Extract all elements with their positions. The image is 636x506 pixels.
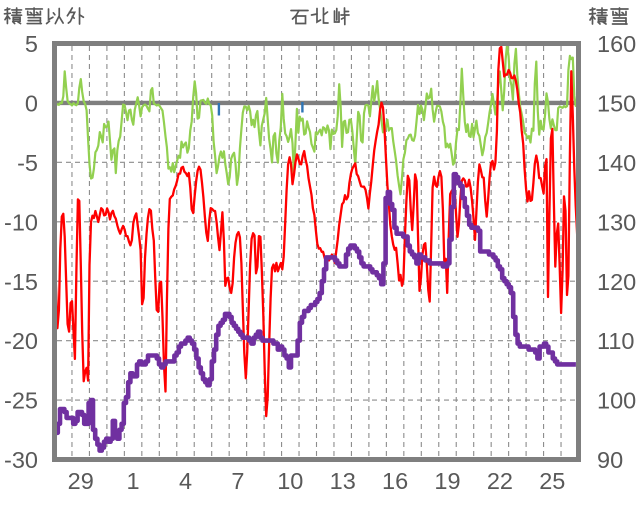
svg-text:7: 7 bbox=[231, 468, 244, 494]
svg-text:-5: -5 bbox=[17, 150, 38, 176]
svg-text:1: 1 bbox=[127, 468, 140, 494]
svg-text:-20: -20 bbox=[4, 328, 38, 354]
svg-text:13: 13 bbox=[330, 468, 356, 494]
svg-text:160: 160 bbox=[597, 31, 636, 57]
svg-text:140: 140 bbox=[597, 150, 636, 176]
svg-text:4: 4 bbox=[179, 468, 192, 494]
svg-text:5: 5 bbox=[25, 31, 38, 57]
svg-text:-15: -15 bbox=[4, 269, 38, 295]
svg-text:-25: -25 bbox=[4, 388, 38, 414]
svg-text:22: 22 bbox=[487, 468, 513, 494]
svg-text:10: 10 bbox=[277, 468, 303, 494]
svg-text:-10: -10 bbox=[4, 209, 38, 235]
svg-text:100: 100 bbox=[597, 388, 636, 414]
svg-text:90: 90 bbox=[597, 447, 623, 473]
svg-text:110: 110 bbox=[597, 328, 634, 354]
svg-text:29: 29 bbox=[68, 468, 94, 494]
svg-text:120: 120 bbox=[597, 269, 636, 295]
svg-text:16: 16 bbox=[382, 468, 408, 494]
svg-text:130: 130 bbox=[597, 209, 636, 235]
svg-text:19: 19 bbox=[434, 468, 460, 494]
svg-text:25: 25 bbox=[539, 468, 565, 494]
svg-text:0: 0 bbox=[25, 91, 38, 117]
svg-text:-30: -30 bbox=[4, 447, 38, 473]
svg-text:150: 150 bbox=[597, 91, 636, 117]
